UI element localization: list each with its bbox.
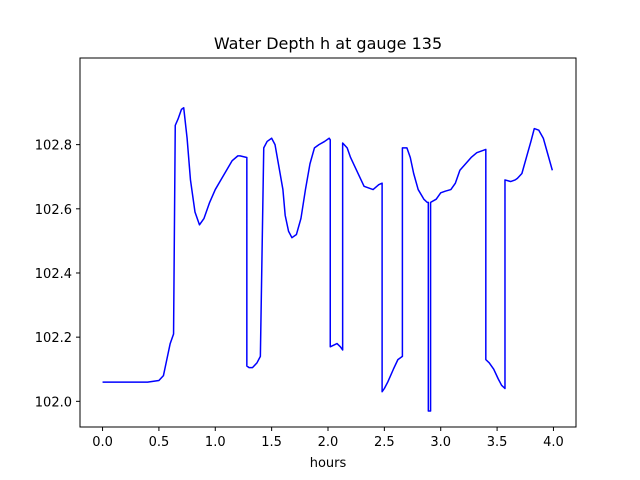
x-tick-label: 1.0 bbox=[205, 435, 226, 450]
x-tick-label: 0.0 bbox=[92, 435, 113, 450]
x-tick-label: 2.0 bbox=[318, 435, 339, 450]
x-tick-label: 2.5 bbox=[374, 435, 395, 450]
x-tick-label: 1.5 bbox=[261, 435, 282, 450]
plot-frame bbox=[79, 57, 577, 428]
y-tick-label: 102.2 bbox=[35, 331, 72, 346]
x-tick-label: 0.5 bbox=[149, 435, 170, 450]
x-axis: 0.0 0.5 1.0 1.5 2.0 2.5 3.0 3.5 4.0 bbox=[92, 427, 564, 450]
y-tick-label: 102.6 bbox=[35, 203, 72, 218]
y-tick-label: 102.0 bbox=[35, 395, 72, 410]
y-tick-label: 102.8 bbox=[35, 139, 72, 154]
x-tick-label: 3.5 bbox=[487, 435, 508, 450]
y-tick-label: 102.4 bbox=[35, 267, 72, 282]
chart-title: Water Depth h at gauge 135 bbox=[214, 34, 442, 53]
y-axis: 102.0 102.2 102.4 102.6 102.8 bbox=[35, 139, 80, 410]
plot-area bbox=[79, 57, 577, 428]
x-tick-label: 4.0 bbox=[543, 435, 564, 450]
x-tick-label: 3.0 bbox=[430, 435, 451, 450]
series-line-0 bbox=[102, 106, 554, 412]
x-axis-label: hours bbox=[310, 456, 347, 471]
